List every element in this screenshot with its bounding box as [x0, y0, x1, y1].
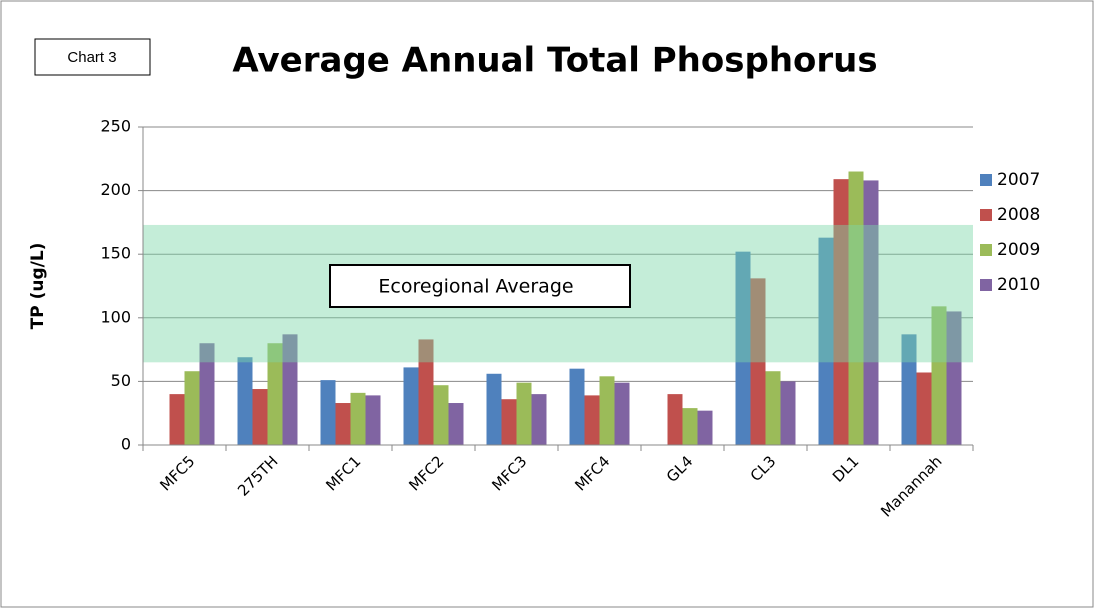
- bar: [433, 385, 449, 445]
- legend-label: 2010: [997, 275, 1040, 295]
- bar: [569, 368, 585, 445]
- bar: [335, 403, 351, 445]
- bar: [169, 394, 185, 445]
- band-label-box: [329, 264, 631, 308]
- bar: [750, 278, 766, 445]
- bar: [320, 380, 336, 445]
- bar: [946, 311, 962, 445]
- y-tick-label: 100: [100, 307, 131, 326]
- bar: [682, 408, 698, 445]
- bar: [735, 251, 751, 445]
- y-axis-title: TP (ug/L): [28, 243, 48, 330]
- bar: [931, 306, 947, 445]
- legend-label: 2007: [997, 170, 1040, 190]
- bar: [282, 334, 298, 445]
- legend-swatch: [980, 279, 992, 291]
- annotation: Chart 3: [67, 49, 116, 66]
- bar: [667, 394, 683, 445]
- band-label: Ecoregional Average: [378, 276, 573, 298]
- y-tick-label: 200: [100, 180, 131, 199]
- bar: [199, 343, 215, 445]
- bar: [184, 371, 200, 445]
- bar: [486, 373, 502, 445]
- bar: [780, 381, 796, 445]
- legend-swatch: [980, 209, 992, 221]
- bar: [916, 372, 932, 445]
- y-tick-label: 50: [111, 371, 131, 390]
- bar: [531, 394, 547, 445]
- chart-title: Average Annual Total Phosphorus: [232, 41, 877, 81]
- y-tick-label: 150: [100, 244, 131, 263]
- bar: [848, 171, 864, 445]
- y-tick-label: 250: [100, 117, 131, 136]
- bar: [237, 357, 253, 445]
- bar: [267, 343, 283, 445]
- bar: [403, 367, 419, 445]
- bar: [901, 334, 917, 445]
- bar: [833, 179, 849, 446]
- legend-swatch: [980, 174, 992, 186]
- bar: [516, 382, 532, 445]
- bar: [365, 395, 381, 445]
- bar: [697, 410, 713, 445]
- legend-label: 2009: [997, 240, 1040, 260]
- bar: [863, 180, 879, 445]
- bar: [350, 392, 366, 445]
- y-tick-label: 0: [121, 435, 131, 454]
- bar: [599, 376, 615, 445]
- legend-swatch: [980, 244, 992, 256]
- bar: [448, 403, 464, 445]
- bar: [614, 382, 630, 445]
- bar: [501, 399, 517, 445]
- bar: [765, 371, 781, 445]
- bar: [584, 395, 600, 445]
- bar: [818, 237, 834, 445]
- legend-label: 2008: [997, 205, 1040, 225]
- bar: [418, 339, 434, 445]
- bar: [252, 389, 268, 445]
- annotation-box: [34, 38, 151, 76]
